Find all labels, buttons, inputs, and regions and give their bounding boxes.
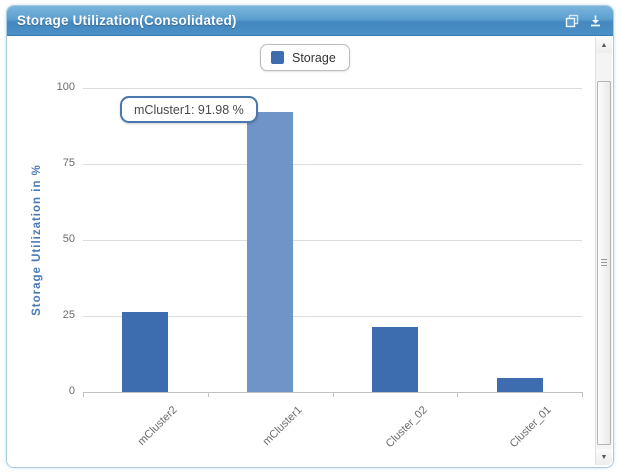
y-tick-label: 100 <box>56 81 75 93</box>
y-tick-label: 25 <box>62 309 75 321</box>
bar-mCluster1[interactable] <box>247 112 294 392</box>
x-axis-label: Cluster_01 <box>508 404 555 451</box>
panel-title: Storage Utilization(Consolidated) <box>17 13 237 28</box>
legend-label: Storage <box>292 50 336 65</box>
panel-header-actions <box>564 13 603 29</box>
tooltip: mCluster1: 91.98 % <box>120 96 258 123</box>
x-axis-label: Cluster_02 <box>383 404 430 451</box>
y-tick-label: 0 <box>68 385 75 397</box>
vertical-scrollbar[interactable]: ▲ ▼ <box>595 37 612 465</box>
legend[interactable]: Storage <box>260 44 350 71</box>
legend-swatch <box>271 51 284 64</box>
x-tick <box>83 392 84 397</box>
x-tick <box>582 392 583 397</box>
bar-mCluster2[interactable] <box>122 311 169 392</box>
x-tick <box>332 392 334 397</box>
tooltip-text: mCluster1: 91.98 % <box>134 102 244 117</box>
x-tick <box>207 392 209 397</box>
bar-Cluster_01[interactable] <box>496 377 543 392</box>
scroll-up-icon[interactable]: ▲ <box>596 37 612 53</box>
storage-utilization-panel: Storage Utilization(Consolidated) Storag… <box>6 5 614 468</box>
scrollbar-thumb[interactable] <box>597 81 611 445</box>
x-tick <box>457 392 459 397</box>
panel-header: Storage Utilization(Consolidated) <box>7 6 613 36</box>
y-tick-label: 75 <box>62 157 75 169</box>
x-axis-label: mCluster1 <box>260 404 305 448</box>
popout-icon[interactable] <box>564 13 580 29</box>
bar-chart: Storage Utilization in % 0 25 50 75 100 mClus… <box>7 36 613 467</box>
bar-Cluster_02[interactable] <box>371 327 418 392</box>
x-axis-label: mCluster2 <box>135 404 180 448</box>
scrollbar-grip <box>601 259 607 266</box>
scroll-down-icon[interactable]: ▼ <box>596 449 612 465</box>
gridline <box>83 88 582 89</box>
gridline <box>83 240 582 241</box>
gridline <box>83 164 582 165</box>
panel-body: Storage Utilization in % 0 25 50 75 100 mClus… <box>7 36 613 467</box>
y-tick-label: 50 <box>62 233 75 245</box>
download-icon[interactable] <box>587 13 603 29</box>
gridline <box>83 316 582 317</box>
